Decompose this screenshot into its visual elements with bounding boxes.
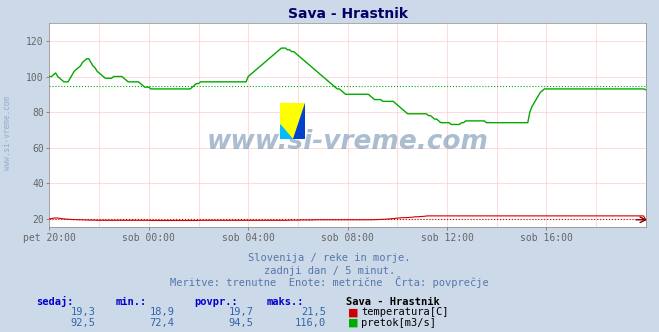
Text: www.si-vreme.com: www.si-vreme.com — [3, 96, 13, 170]
Text: Slovenija / reke in morje.: Slovenija / reke in morje. — [248, 253, 411, 263]
Text: 21,5: 21,5 — [301, 307, 326, 317]
Text: maks.:: maks.: — [267, 297, 304, 307]
Text: 116,0: 116,0 — [295, 318, 326, 328]
Text: 18,9: 18,9 — [150, 307, 175, 317]
Text: www.si-vreme.com: www.si-vreme.com — [207, 129, 488, 155]
Text: 72,4: 72,4 — [150, 318, 175, 328]
Text: povpr.:: povpr.: — [194, 297, 238, 307]
Text: 92,5: 92,5 — [71, 318, 96, 328]
Text: min.:: min.: — [115, 297, 146, 307]
Text: sedaj:: sedaj: — [36, 296, 74, 307]
Polygon shape — [293, 103, 305, 139]
Text: Meritve: trenutne  Enote: metrične  Črta: povprečje: Meritve: trenutne Enote: metrične Črta: … — [170, 276, 489, 288]
Text: ■: ■ — [348, 318, 358, 328]
Title: Sava - Hrastnik: Sava - Hrastnik — [287, 7, 408, 21]
Text: pretok[m3/s]: pretok[m3/s] — [361, 318, 436, 328]
Text: 19,3: 19,3 — [71, 307, 96, 317]
Text: Sava - Hrastnik: Sava - Hrastnik — [346, 297, 440, 307]
Text: temperatura[C]: temperatura[C] — [361, 307, 449, 317]
Polygon shape — [280, 125, 293, 139]
Text: ■: ■ — [348, 307, 358, 317]
Text: zadnji dan / 5 minut.: zadnji dan / 5 minut. — [264, 266, 395, 276]
Polygon shape — [280, 103, 305, 139]
Polygon shape — [280, 103, 305, 121]
Text: 19,7: 19,7 — [229, 307, 254, 317]
Text: 94,5: 94,5 — [229, 318, 254, 328]
